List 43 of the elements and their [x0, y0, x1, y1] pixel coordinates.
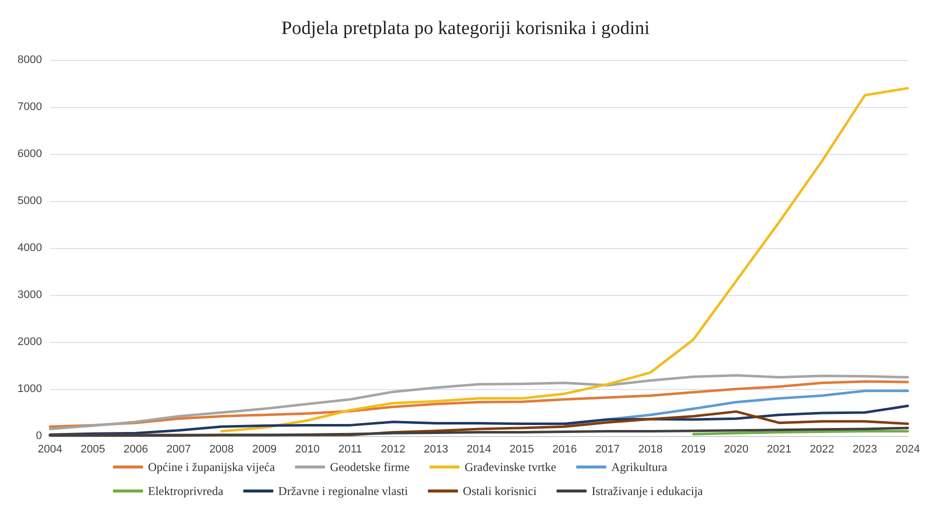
legend-label: Općine i županijska vijeća [148, 460, 276, 474]
y-tick-label: 1000 [18, 383, 42, 395]
x-tick-label: 2005 [80, 444, 106, 456]
x-tick-label: 2021 [766, 444, 792, 456]
x-tick-label: 2023 [852, 444, 878, 456]
x-tick-label: 2018 [638, 444, 663, 456]
y-tick-label: 0 [36, 430, 42, 442]
x-tick-label: 2019 [681, 444, 706, 456]
legend-label: Ostali korisnici [462, 484, 538, 498]
legend-label: Građevinske tvrtke [464, 460, 556, 474]
line-series [220, 86, 910, 433]
chart-title: Podjela pretplata po kategoriji korisnika i godini [281, 18, 650, 39]
x-tick-label: 2016 [552, 444, 577, 456]
line-series [48, 426, 910, 437]
y-tick-label: 3000 [18, 289, 42, 301]
line-series [48, 374, 910, 430]
x-tick-label: 2010 [295, 444, 320, 456]
x-tick-label: 2020 [724, 444, 748, 456]
line-series [48, 404, 910, 436]
x-tick-label: 2012 [380, 444, 406, 456]
x-tick-label: 2024 [896, 444, 920, 456]
x-tick-label: 2017 [595, 444, 620, 456]
y-tick-label: 2000 [18, 336, 42, 348]
x-tick-label: 2007 [166, 444, 191, 456]
x-tick-label: 2004 [38, 444, 62, 456]
legend-label: Agrikultura [611, 460, 668, 474]
legend-label: Geodetske firme [330, 460, 410, 474]
x-tick-label: 2014 [466, 444, 492, 456]
y-tick-label: 8000 [18, 54, 42, 66]
y-tick-label: 4000 [18, 242, 42, 254]
y-tick-label: 6000 [18, 148, 42, 160]
legend-label: Istraživanje i edukacija [592, 484, 704, 498]
legend-label: Državne i regionalne vlasti [278, 484, 409, 498]
x-tick-label: 2009 [252, 444, 277, 456]
x-tick-label: 2008 [209, 444, 234, 456]
y-tick-label: 7000 [18, 101, 42, 113]
x-tick-label: 2022 [810, 444, 834, 456]
x-tick-label: 2006 [124, 444, 148, 456]
x-tick-label: 2011 [338, 444, 362, 456]
x-tick-label: 2013 [424, 444, 448, 456]
y-tick-label: 5000 [18, 195, 42, 207]
x-tick-label: 2015 [510, 444, 534, 456]
legend-label: Elektroprivreda [148, 484, 224, 498]
